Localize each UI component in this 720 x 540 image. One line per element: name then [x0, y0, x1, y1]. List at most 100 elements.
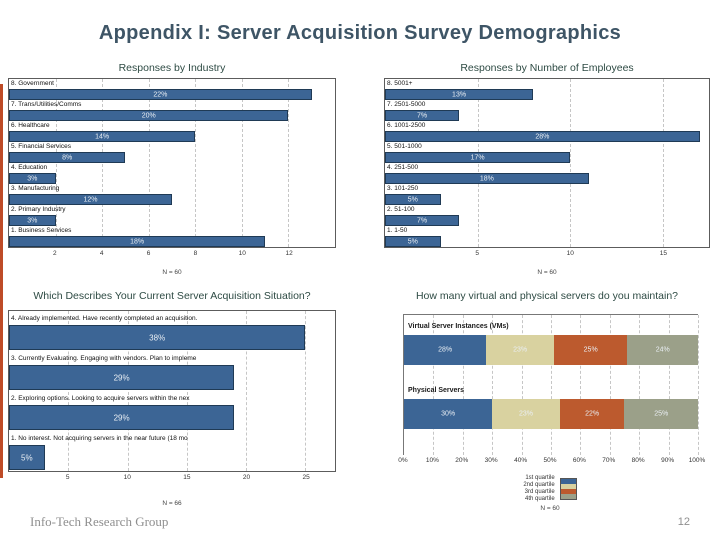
x-tick-label: 0%	[398, 457, 408, 464]
category-label: 1. 1-50	[387, 227, 408, 234]
x-tick-label: 4	[99, 250, 104, 257]
gridline	[662, 79, 664, 247]
bar-value-label: 7%	[416, 112, 428, 119]
bar: 12%	[9, 194, 172, 205]
page-title: Appendix I: Server Acquisition Survey De…	[98, 22, 622, 44]
category-label: 7. Trans/Utilities/Comms	[11, 101, 82, 108]
bar-row: 2. Exploring options. Looking to acquire…	[9, 391, 335, 431]
x-tick-label: 60%	[572, 457, 586, 464]
bar-segment: 23%	[486, 335, 554, 365]
bar-row: 1. 1-50 5%	[385, 226, 709, 247]
bar-value-label: 5%	[21, 453, 33, 462]
bar-row: 7. Trans/Utilities/Comms 20%	[9, 100, 335, 121]
category-label: 1. Business Services	[11, 227, 72, 234]
sample-size-label: N = 60	[537, 269, 557, 276]
slide-edge-accent	[0, 84, 3, 478]
bar-value-label: 12%	[83, 196, 98, 203]
sample-size-label: N = 60	[162, 269, 182, 276]
bar-row: 4. 251-500 18%	[385, 163, 709, 184]
x-axis: 5 10 15	[384, 249, 710, 260]
chart-responses-by-employees: Responses by Number of Employees 8. 5001…	[384, 62, 710, 276]
bar-value-label: 25%	[583, 346, 598, 354]
category-label: 6. 1001-2500	[387, 122, 426, 129]
gridline	[433, 315, 435, 455]
bar-row: 6. Healthcare 14%	[9, 121, 335, 142]
gridline	[68, 311, 70, 471]
bar-value-label: 23%	[513, 346, 528, 354]
bar: 20%	[9, 110, 289, 121]
bar-value-label: 30%	[441, 410, 456, 418]
category-label: 4. Already implemented. Have recently co…	[11, 315, 198, 322]
category-label: 4. Education	[11, 164, 48, 171]
bar-value-label: 22%	[585, 410, 600, 418]
stack-group: Physical Servers 30% 23% 22% 25%	[404, 365, 698, 429]
bar-value-label: 7%	[416, 217, 428, 224]
bar: 29%	[9, 365, 235, 390]
gridline	[127, 311, 129, 471]
bar-value-label: 3%	[27, 175, 38, 182]
bar-row: 6. 1001-2500 28%	[385, 121, 709, 142]
category-label: 3. 101-250	[387, 185, 419, 192]
chart-responses-by-industry: Responses by Industry 8. Government 22% 7.…	[8, 62, 336, 276]
x-tick-label: 20%	[455, 457, 469, 464]
bar-row: 5. Financial Services 8%	[9, 142, 335, 163]
gridline	[102, 79, 104, 247]
chart-acquisition-situation: Which Describes Your Current Server Acqu…	[8, 290, 336, 507]
x-tick-label: 40%	[514, 457, 528, 464]
gridline	[668, 315, 670, 455]
gridline	[698, 315, 699, 455]
bar-value-label: 24%	[655, 346, 670, 354]
bar: 28%	[385, 131, 700, 142]
chart-title: Responses by Industry	[118, 62, 226, 74]
x-tick-label: 30%	[484, 457, 498, 464]
category-label: 4. 251-500	[387, 164, 419, 171]
bar: 3%	[9, 173, 56, 184]
x-tick-label: 25	[302, 474, 310, 481]
sample-size-label: N = 60	[540, 505, 560, 512]
bar: 5%	[9, 445, 45, 470]
bar: 38%	[9, 325, 306, 350]
bar-value-label: 22%	[153, 91, 168, 98]
category-label: 6. Healthcare	[11, 122, 50, 129]
bar-value-label: 23%	[518, 410, 533, 418]
gridline	[639, 315, 641, 455]
bar-row: 4. Already implemented. Have recently co…	[9, 311, 335, 351]
x-tick-label: 20	[242, 474, 251, 481]
category-label: 5. 501-1000	[387, 143, 422, 150]
bar-row: 7. 2501-5000 7%	[385, 100, 709, 121]
x-tick-label: 15	[183, 474, 191, 481]
gridline	[195, 79, 197, 247]
legend-swatch	[560, 479, 576, 484]
bar-row: 2. 51-100 7%	[385, 205, 709, 226]
legend-item: 3rd quartile	[524, 489, 555, 495]
x-axis: 2 4 6 8 10 12	[8, 249, 336, 260]
bar: 5%	[385, 236, 441, 247]
category-label: 2. Primary Industry	[11, 206, 66, 213]
legend-swatches	[559, 478, 577, 500]
gridline	[241, 79, 243, 247]
bar-value-label: 17%	[470, 154, 485, 161]
bar-segment: 30%	[404, 399, 493, 429]
legend-item: 1st quartile	[525, 475, 555, 481]
bar: 29%	[9, 405, 235, 430]
bar-value-label: 18%	[479, 175, 494, 182]
plot-area: 4. Already implemented. Have recently co…	[8, 310, 336, 472]
bar-segment: 24%	[627, 335, 698, 365]
plot-area: Virtual Server Instances (VMs) 28% 23% 25% 2…	[403, 314, 699, 455]
bar-segment: 22%	[559, 399, 625, 429]
category-label: Virtual Server Instances (VMs)	[408, 323, 509, 330]
gridline	[580, 315, 582, 455]
chart-title: Which Describes Your Current Server Acqu…	[33, 290, 311, 302]
bar-row: 5. 501-1000 17%	[385, 142, 709, 163]
gridline	[477, 79, 479, 247]
bar-segment: 28%	[404, 335, 487, 365]
page-number: 12	[677, 516, 690, 528]
x-tick-label: 50%	[543, 457, 557, 464]
x-tick-label: 8	[193, 250, 198, 257]
category-label: 3. Currently Evaluating. Engaging with v…	[11, 355, 197, 362]
bar-row: 8. 5001+ 13%	[385, 79, 709, 100]
gridline	[55, 79, 57, 247]
bar-segment: 25%	[553, 335, 628, 365]
legend-swatch	[560, 484, 576, 489]
